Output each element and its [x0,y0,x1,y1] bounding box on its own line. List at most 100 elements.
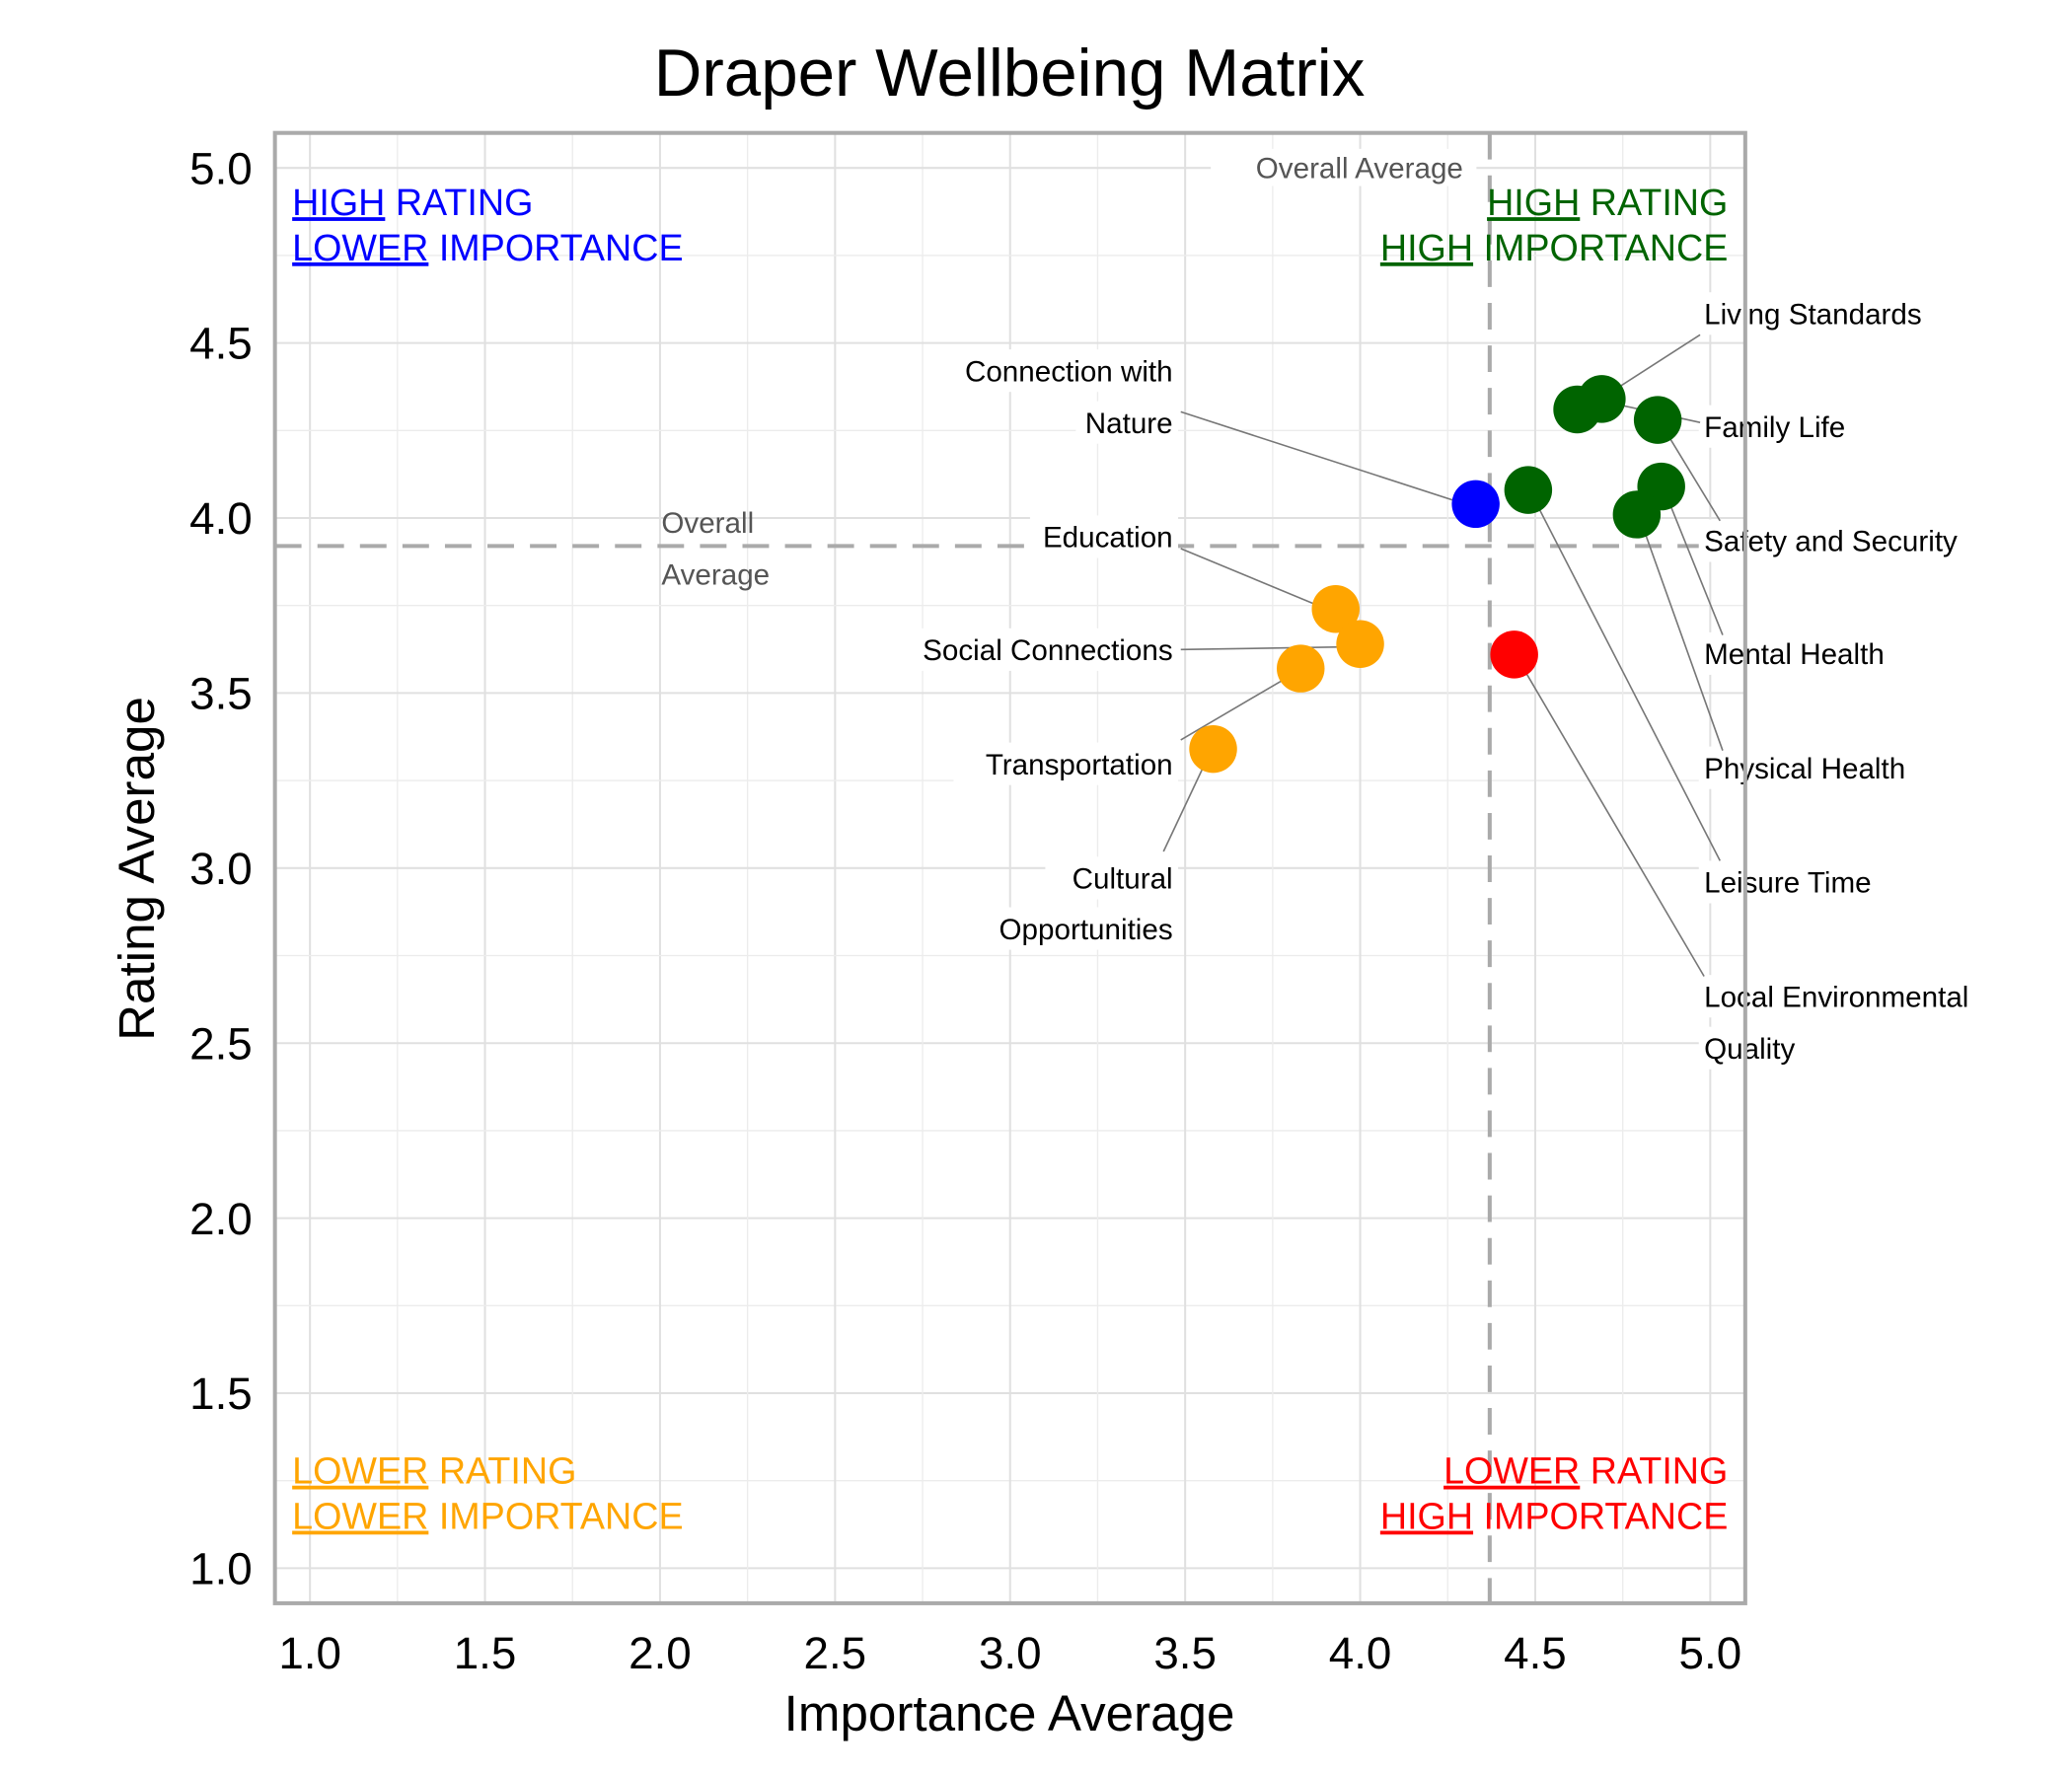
data-point [1633,396,1682,444]
point-label: Safety and Security [1704,526,1958,558]
quadrant-label-text: IMPORTANCE [1473,227,1728,268]
quadrant-label-high_high: HIGH RATING [1487,182,1728,223]
data-point [1277,644,1325,693]
quadrant-label-text: RATING [385,182,533,223]
point-label: Quality [1704,1033,1795,1066]
quadrant-label-emphasis: LOWER [1443,1450,1580,1492]
x-tick-label: 5.0 [1679,1628,1742,1678]
x-tick-label: 3.0 [979,1628,1042,1678]
points [1189,375,1685,774]
quadrant-label-low_high: HIGH IMPORTANCE [1380,1496,1728,1537]
x-tick-label: 4.5 [1504,1628,1567,1678]
point-label: Opportunities [999,914,1173,946]
quadrant-label-text: IMPORTANCE [428,1496,683,1537]
point-label-bg [1698,519,2000,562]
point-label-bg [1698,975,2000,1018]
point-label-bg [892,628,1179,671]
quadrant-label-high_high: HIGH IMPORTANCE [1380,227,1728,268]
y-tick-label: 4.5 [189,319,253,369]
point-label: Connection with [965,355,1173,388]
quadrant-label-emphasis: LOWER [292,1450,428,1492]
leader-line [1663,488,1724,635]
y-tick-label: 2.5 [189,1018,253,1069]
point-label: Social Connections [923,634,1172,667]
data-point [1311,585,1360,633]
point-label: Nature [1085,407,1173,440]
quadrant-label-emphasis: HIGH [1380,1496,1473,1537]
y-tick-label: 5.0 [189,143,253,193]
point-label-bg [1075,401,1179,444]
point-label: Cultural [1073,863,1173,896]
leader-line [1180,645,1358,651]
point-label: Transportation [986,749,1173,781]
point-label: Education [1043,522,1173,555]
leader-line [1180,548,1334,613]
point-label-bg [1698,1026,1816,1070]
data-point [1451,480,1500,529]
y-tick-label: 1.0 [189,1544,253,1594]
quadrant-label-text: IMPORTANCE [1473,1496,1728,1537]
average-label-bg [1211,148,1477,186]
point-label-bg [1045,856,1179,900]
quadrant-label-low_high: LOWER RATING [1443,1450,1728,1492]
data-point [1578,375,1626,423]
quadrant-label-high_low: HIGH RATING [292,182,533,223]
quadrant-label-emphasis: LOWER [292,227,428,268]
x-tick-label: 1.5 [454,1628,517,1678]
quadrant-label-low_low: LOWER IMPORTANCE [292,1496,683,1537]
point-label-bg [938,349,1179,393]
grid [274,132,1745,1603]
y-axis-label: Rating Average [109,697,165,1041]
average-importance-label: Overall Average [1256,152,1463,185]
x-tick-label: 2.5 [804,1628,867,1678]
data-point [1490,630,1538,679]
plot-border [272,130,1747,1605]
point-label: Physical Health [1704,753,1905,785]
point-label-bg [1698,860,1893,904]
x-tick-label: 1.0 [278,1628,341,1678]
data-point [1189,724,1237,774]
axis-ticks: 1.0 1.5 2.0 2.5 3.0 3.5 4.0 4.5 5.0 1.0 1.5 2.0 2.5 3… [189,143,1741,1678]
chart-title: Draper Wellbeing Matrix [654,37,1366,111]
y-tick-label: 2.0 [189,1194,253,1244]
point-label-bg [1698,631,1908,675]
y-tick-label: 4.0 [189,493,253,544]
quadrant-label-low_low: LOWER RATING [292,1450,576,1492]
quadrant-label-high_low: LOWER IMPORTANCE [292,227,683,268]
y-tick-label: 3.5 [189,669,253,719]
average-rating-label: Average [661,558,770,591]
point-labels: Living Standards Family Life Safety and Se… [892,292,2000,1070]
data-point [1504,466,1553,514]
quadrant-label-emphasis: LOWER [292,1496,428,1537]
y-tick-label: 1.5 [189,1369,253,1419]
quadrant-label-text: IMPORTANCE [428,227,683,268]
point-label-bg [969,907,1179,950]
point-label: Local Environmental [1704,981,1968,1013]
x-tick-label: 2.0 [629,1628,692,1678]
average-lines: Overall Average Overall Average [274,132,1745,1603]
average-rating-label: Overall [661,507,754,540]
quadrant-label-emphasis: HIGH [1380,227,1473,268]
leader-line [1638,516,1724,751]
x-axis-label: Importance Average [784,1685,1235,1741]
point-label-bg [1698,292,1955,335]
point-label: Living Standards [1704,299,1922,332]
point-label-bg [953,742,1179,785]
y-tick-label: 3.0 [189,844,253,894]
data-point [1336,620,1384,668]
quadrant-label-text: RATING [428,1450,576,1492]
quadrant-label-emphasis: HIGH [1487,182,1580,223]
point-label-bg [1698,746,1939,789]
point-label: Leisure Time [1704,867,1872,900]
leader-line [1180,670,1298,741]
leader-line [1180,410,1474,508]
data-point [1612,490,1662,539]
point-label: Family Life [1704,411,1845,444]
quadrant-label-text: RATING [1580,182,1728,223]
x-tick-label: 3.5 [1153,1628,1217,1678]
leader-line [1516,656,1705,977]
point-label: Mental Health [1704,638,1885,671]
x-tick-label: 4.0 [1329,1628,1392,1678]
